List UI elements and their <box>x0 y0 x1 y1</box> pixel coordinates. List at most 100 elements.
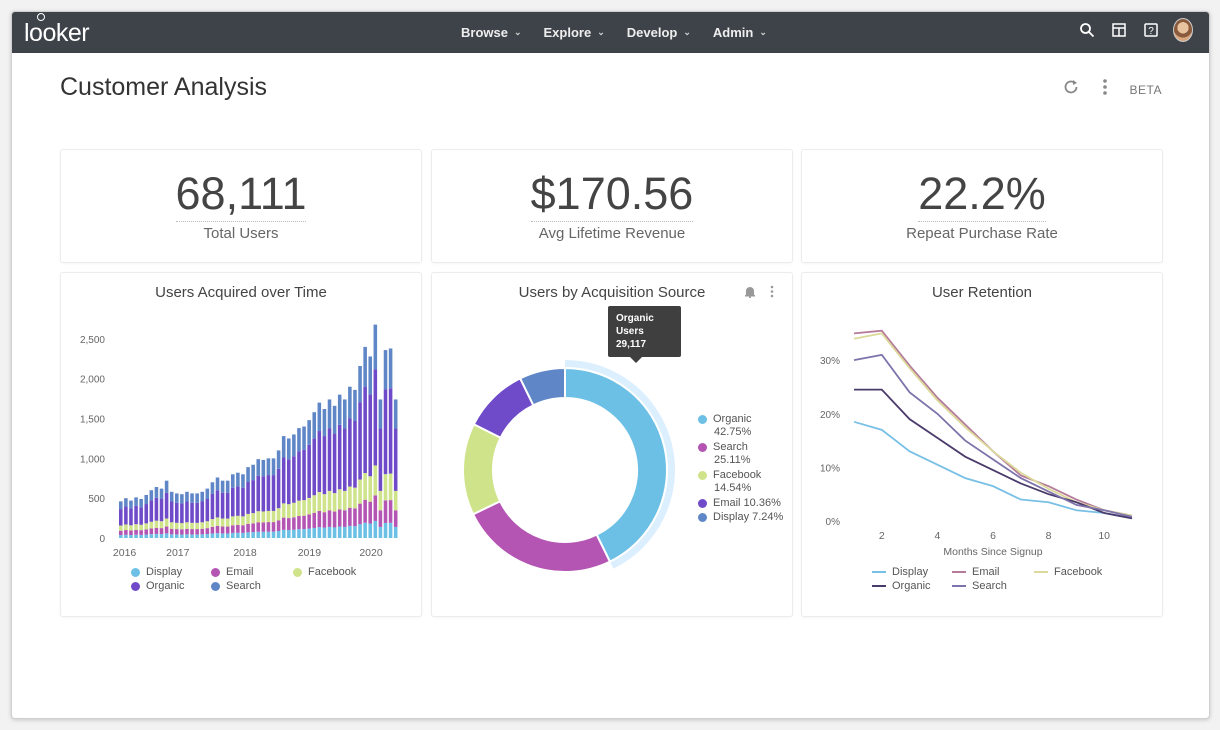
legend-item-organic[interactable]: Organic <box>131 580 185 592</box>
bar-segment-search <box>190 493 194 503</box>
bar-segment-email <box>200 528 205 535</box>
bar-segment-facebook <box>287 504 291 519</box>
bar-segment-facebook <box>368 476 373 502</box>
bar-segment-facebook <box>164 518 169 527</box>
bar-segment-organic <box>154 497 159 521</box>
bar-segment-email <box>215 525 220 534</box>
bar-segment-organic <box>205 498 210 522</box>
legend-item-email[interactable]: Email <box>211 566 254 578</box>
bar-segment-display <box>251 532 255 538</box>
more-options-icon[interactable] <box>1102 78 1108 101</box>
layout-icon[interactable] <box>1109 20 1129 40</box>
refresh-icon[interactable] <box>1062 78 1080 101</box>
bar-segment-organic <box>383 389 388 475</box>
bar-segment-display <box>388 522 393 538</box>
bar-segment-display <box>200 534 205 538</box>
legend-item-search[interactable]: Search <box>211 580 261 592</box>
tile-more-options-icon[interactable] <box>770 285 774 301</box>
bar-segment-email <box>175 529 179 535</box>
nav-explore[interactable]: Explore ⌄ <box>544 12 605 53</box>
donut-legend: Organic 42.75% Search 25.11% Facebook 14.54% E… <box>686 413 786 533</box>
chart-tooltip: Organic Users 29,117 <box>608 306 681 363</box>
legend-item-search[interactable]: Search <box>698 441 748 453</box>
y-tick-label: 30% <box>820 356 840 367</box>
bar-segment-display <box>317 527 322 538</box>
bar-segment-display <box>169 534 174 538</box>
legend-item-facebook[interactable]: Facebook <box>1034 566 1102 578</box>
search-icon[interactable] <box>1077 20 1097 40</box>
bar-segment-facebook <box>124 524 128 531</box>
nav-admin[interactable]: Admin ⌄ <box>713 12 767 53</box>
legend-item-facebook[interactable]: Facebook <box>698 469 761 481</box>
looker-logo[interactable]: looker <box>24 13 90 48</box>
legend-swatch <box>872 585 886 587</box>
beta-badge: BETA <box>1129 82 1162 97</box>
legend-item-organic[interactable]: Organic <box>872 580 931 592</box>
alert-bell-icon[interactable] <box>744 285 756 301</box>
bar-segment-email <box>353 508 357 527</box>
bar-segment-display <box>302 529 306 538</box>
tooltip-line-1: Organic <box>616 313 654 324</box>
bar-segment-organic <box>378 428 383 491</box>
bar-segment-email <box>144 529 149 535</box>
bar-segment-organic <box>220 492 225 519</box>
bar-segment-organic <box>225 492 230 519</box>
bar-segment-search <box>220 480 225 493</box>
bar-segment-search <box>215 477 220 491</box>
legend-item-display[interactable]: Display <box>872 566 928 578</box>
kpi-revenue-number: $170.56 <box>530 168 694 222</box>
bar-segment-facebook <box>378 490 383 511</box>
bar-segment-organic <box>317 431 322 492</box>
bar-segment-search <box>236 472 240 487</box>
bar-segment-search <box>332 405 337 434</box>
bar-segment-display <box>312 527 317 538</box>
legend-item-display[interactable]: Display <box>131 566 182 578</box>
bar-segment-organic <box>373 369 378 466</box>
bar-segment-display <box>220 533 225 538</box>
nav-browse[interactable]: Browse ⌄ <box>461 12 522 53</box>
legend-item-organic[interactable]: Organic <box>698 413 752 425</box>
bar-segment-search <box>256 459 261 476</box>
bar-segment-organic <box>388 388 393 474</box>
bar-segment-display <box>215 533 220 538</box>
bar-segment-display <box>139 534 143 538</box>
legend-item-display[interactable]: Display 7.24% <box>698 511 783 523</box>
legend-item-email[interactable]: Email 10.36% <box>698 497 781 509</box>
bar-segment-display <box>378 526 383 538</box>
bar-segment-display <box>256 531 261 538</box>
legend-item-facebook[interactable]: Facebook <box>293 566 356 578</box>
top-navigation-bar: looker Browse ⌄ Explore ⌄ Develop ⌄ Admin ⌄ … <box>12 12 1209 53</box>
bar-segment-display <box>246 532 250 538</box>
user-avatar[interactable] <box>1173 18 1193 42</box>
bar-segment-facebook <box>302 500 306 516</box>
help-icon[interactable]: ? <box>1141 20 1161 40</box>
legend-label: Display <box>892 566 929 578</box>
bar-segment-email <box>164 526 169 534</box>
bar-segment-search <box>276 450 281 469</box>
chevron-down-icon: ⌄ <box>597 27 605 37</box>
bar-segment-search <box>144 495 149 505</box>
bar-segment-organic <box>322 436 327 495</box>
bar-segment-organic <box>393 428 398 491</box>
bar-segment-facebook <box>261 511 266 523</box>
bar-segment-search <box>149 490 154 501</box>
bar-segment-organic <box>169 501 174 523</box>
bar-segment-organic <box>337 424 342 490</box>
legend-item-email[interactable]: Email <box>952 566 1000 578</box>
bar-segment-email <box>129 530 133 536</box>
bar-segment-email <box>388 500 393 523</box>
bar-segment-organic <box>200 501 205 523</box>
legend-label: Organic <box>892 580 931 592</box>
bar-segment-display <box>368 523 373 538</box>
legend-label: Search <box>972 580 1007 592</box>
legend-item-search[interactable]: Search <box>952 580 1007 592</box>
bar-segment-organic <box>190 502 194 523</box>
bar-segment-facebook <box>343 490 347 511</box>
bar-segment-organic <box>124 506 128 525</box>
bar-segment-organic <box>144 504 149 524</box>
top-right-actions: ? <box>1077 18 1193 42</box>
bar-segment-display <box>129 535 133 538</box>
nav-develop[interactable]: Develop ⌄ <box>627 12 691 53</box>
bar-segment-organic <box>256 475 261 512</box>
bar-segment-facebook <box>373 465 378 496</box>
